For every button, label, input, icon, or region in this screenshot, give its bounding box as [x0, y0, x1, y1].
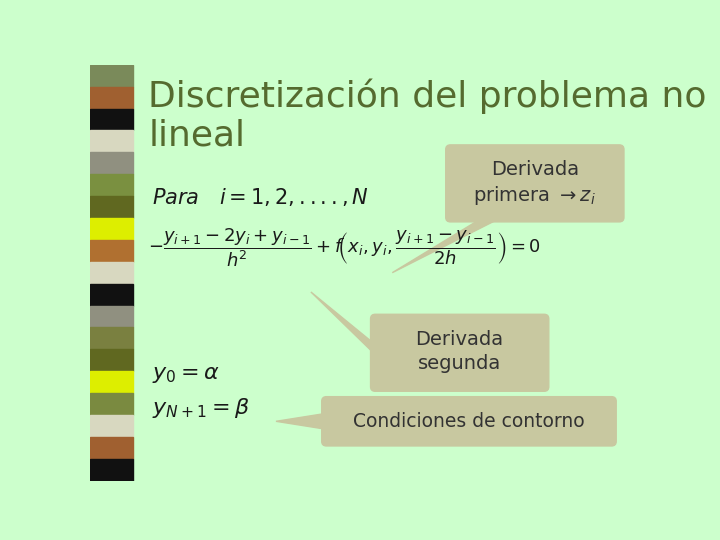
- Bar: [90, 458, 132, 481]
- Text: $y_{N+1}=\beta$: $y_{N+1}=\beta$: [152, 396, 250, 420]
- Text: $y_0=\alpha$: $y_0=\alpha$: [152, 365, 220, 385]
- Bar: [90, 306, 132, 327]
- Bar: [90, 437, 132, 458]
- Bar: [90, 87, 132, 109]
- FancyBboxPatch shape: [322, 397, 616, 446]
- Text: primera $\rightarrow z_i$: primera $\rightarrow z_i$: [474, 184, 596, 207]
- Polygon shape: [276, 413, 326, 429]
- Polygon shape: [311, 292, 427, 387]
- FancyBboxPatch shape: [446, 145, 624, 222]
- Text: lineal: lineal: [148, 119, 245, 153]
- Bar: [90, 371, 132, 393]
- Bar: [90, 415, 132, 437]
- Bar: [90, 218, 132, 240]
- Bar: [90, 349, 132, 371]
- Text: Discretización del problema no: Discretización del problema no: [148, 79, 706, 114]
- Text: $\mathit{Para}\quad i=1,2,....,N$: $\mathit{Para}\quad i=1,2,....,N$: [152, 186, 369, 208]
- Bar: [90, 196, 132, 218]
- Text: $-\dfrac{y_{i+1}-2y_i+y_{i-1}}{h^2}+f\!\left(x_i,y_i,\dfrac{y_{i+1}-y_{i-1}}{2h}: $-\dfrac{y_{i+1}-2y_i+y_{i-1}}{h^2}+f\!\…: [148, 226, 541, 269]
- Bar: [90, 327, 132, 349]
- Bar: [90, 262, 132, 284]
- Bar: [90, 65, 132, 87]
- Polygon shape: [392, 217, 502, 273]
- Bar: [90, 131, 132, 152]
- FancyBboxPatch shape: [371, 314, 549, 392]
- Text: Derivada: Derivada: [415, 330, 504, 349]
- Bar: [90, 152, 132, 174]
- Bar: [90, 109, 132, 131]
- Bar: [90, 284, 132, 306]
- Text: Condiciones de contorno: Condiciones de contorno: [354, 412, 585, 431]
- Bar: [90, 174, 132, 196]
- Text: segunda: segunda: [418, 354, 501, 373]
- Bar: [90, 393, 132, 415]
- Text: Derivada: Derivada: [491, 160, 579, 179]
- Bar: [90, 240, 132, 262]
